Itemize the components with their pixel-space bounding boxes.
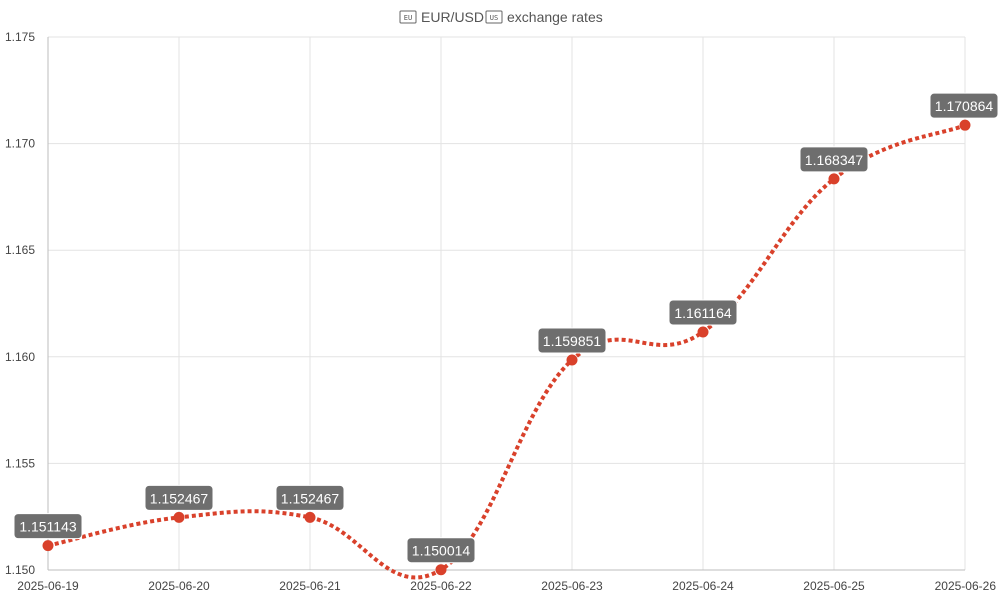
data-label-box [13,513,83,540]
data-points [42,119,971,576]
data-label-box [668,299,738,326]
data-point [42,540,54,552]
data-label-box [929,92,999,119]
data-label-text: 1.161164 [674,305,732,321]
data-point [959,119,971,131]
data-label: 1.150014 [406,537,476,564]
data-label-text: 1.170864 [935,98,994,114]
data-label-text: 1.151143 [19,519,77,535]
chart-title-suffix: exchange rates [507,9,603,25]
chart-title-currency-pair: EUR/USD [421,9,484,25]
x-tick-label: 2025-06-21 [279,579,341,593]
chart-title: EU EUR/USD US exchange rates [399,9,603,25]
data-label-box [537,327,607,354]
us-flag-icon: US [485,10,503,24]
data-label-box [799,146,869,173]
data-labels: 1.151143 1.152467 1.152467 1.150014 1.159851… [13,92,999,564]
x-tick-label: 2025-06-24 [672,579,734,593]
data-point [566,354,578,366]
eu-flag-icon: EU [399,10,417,24]
x-tick-label: 2025-06-19 [17,579,79,593]
data-label: 1.151143 [13,513,83,540]
data-label-box [144,484,214,511]
x-tick-label: 2025-06-26 [935,579,997,593]
series-eur-usd [47,123,966,580]
x-tick-label: 2025-06-20 [148,579,210,593]
y-tick-label: 1.165 [5,243,35,257]
data-point [173,511,185,523]
x-tick-label: 2025-06-22 [410,579,472,593]
data-label: 1.161164 [668,299,738,326]
data-point [435,564,447,576]
x-tick-label: 2025-06-23 [541,579,603,593]
data-label: 1.170864 [929,92,999,119]
data-point [304,511,316,523]
data-label-text: 1.150014 [412,543,471,559]
y-axis-ticks: 1.150 1.155 1.160 1.165 1.170 1.175 [5,30,35,577]
data-label-text: 1.168347 [805,152,864,168]
data-label-box [275,484,345,511]
us-flag-label: US [490,14,498,22]
x-axis-ticks: 2025-06-19 2025-06-20 2025-06-21 2025-06-22… [17,579,996,593]
data-label-text: 1.159851 [543,333,602,349]
x-tick-label: 2025-06-25 [803,579,865,593]
data-label: 1.152467 [275,484,345,511]
axes [47,37,965,571]
data-label: 1.168347 [799,146,869,173]
data-point [697,326,709,338]
y-tick-label: 1.170 [5,137,35,151]
y-tick-label: 1.150 [5,563,35,577]
data-label-text: 1.152467 [281,490,340,506]
y-tick-label: 1.155 [5,456,35,470]
series-line [47,123,966,580]
data-label-box [406,537,476,564]
data-label: 1.152467 [144,484,214,511]
data-point [828,173,840,185]
eu-flag-label: EU [404,14,412,22]
y-tick-label: 1.175 [5,30,35,44]
data-label: 1.159851 [537,327,607,354]
data-label-text: 1.152467 [150,490,209,506]
y-tick-label: 1.160 [5,350,35,364]
